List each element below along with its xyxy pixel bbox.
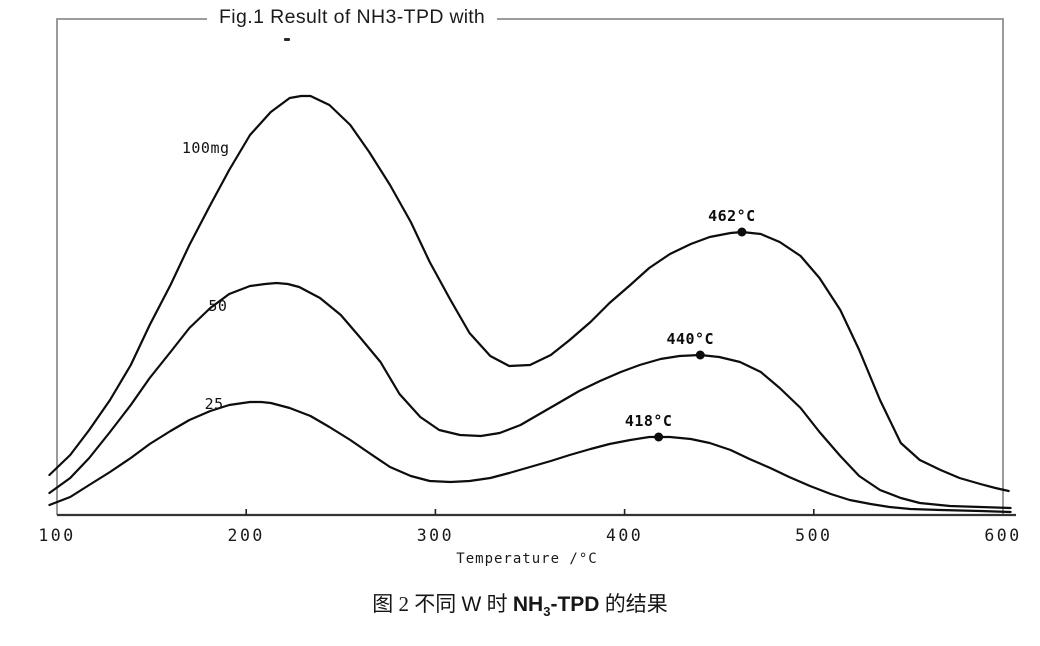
caption-text-sub3: 3 (543, 604, 551, 620)
nh3-tpd-chart: 100 200 300 400 500 600 Temperature /°C 100mg 50… (38, 6, 1021, 567)
caption-text-cn1: 图 2 不同 (372, 592, 462, 616)
peak-label-440: 440°C (666, 330, 714, 348)
curve-100mg (48, 94, 1010, 493)
x-tick-label-100: 100 (38, 526, 75, 545)
x-tick-label-300: 300 (417, 526, 454, 545)
caption-text-tpd: -TPD (550, 593, 600, 616)
caption-text-nh: NH (512, 593, 544, 616)
caption-text-cn3: 的结果 (599, 592, 668, 616)
peak-dot-418 (654, 432, 664, 442)
chart-title-tail: with (443, 6, 485, 28)
figure-caption: 图 2 不同 W 时 NH3-TPD 的结果 (0, 588, 1040, 619)
peak-label-462: 462°C (708, 207, 756, 225)
x-tick-label-400: 400 (606, 526, 643, 545)
x-tick-label-500: 500 (795, 526, 832, 545)
curve-label-25: 25 (205, 395, 224, 413)
chart-title-main: Fig.1 Result of NH3-TPD (219, 6, 444, 28)
caption-text-w: W (461, 593, 482, 616)
caption-text-cn2: 时 (481, 592, 513, 616)
curve-25 (48, 400, 1012, 514)
curve-label-100mg: 100mg (182, 139, 230, 157)
plot-frame (56, 18, 1004, 515)
x-axis-label: Temperature /°C (456, 551, 597, 567)
chart-title: Fig.1 Result of NH3-TPD with (207, 6, 497, 29)
peak-label-418: 418°C (625, 412, 673, 430)
x-tick-label-200: 200 (228, 526, 265, 545)
chart-svg: 100 200 300 400 500 600 Temperature /°C 100mg 50… (38, 18, 1021, 567)
curve-50 (48, 281, 1012, 510)
x-tick-label-600: 600 (984, 526, 1021, 545)
peak-dot-462 (737, 227, 747, 237)
peak-dot-440 (695, 350, 705, 360)
curve-label-50: 50 (208, 297, 227, 315)
title-fragment-mark (284, 38, 290, 41)
